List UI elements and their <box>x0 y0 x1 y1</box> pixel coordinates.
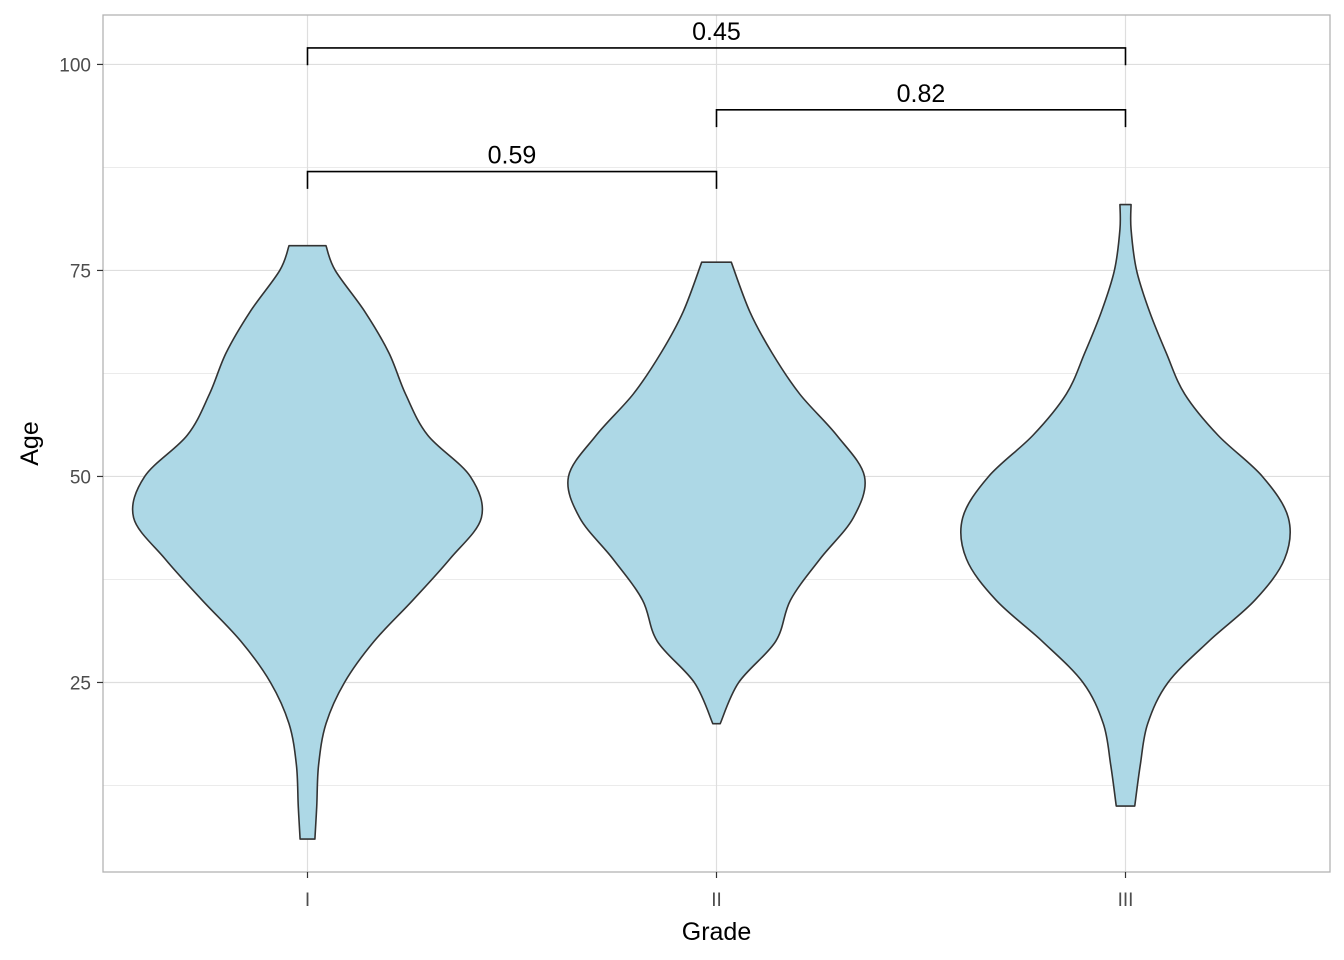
comparison-I-III: 0.45 <box>306 18 1127 66</box>
p-value-label: 0.45 <box>692 18 741 46</box>
violin-II <box>567 261 866 725</box>
bracket-line <box>306 47 1127 66</box>
x-axis-title: Grade <box>682 918 751 946</box>
y-tick-label: 100 <box>59 55 91 76</box>
x-tick-label: I <box>305 890 310 911</box>
bracket-line <box>715 108 1127 128</box>
y-tick-label: 50 <box>70 467 91 488</box>
p-value-label: 0.59 <box>488 142 537 170</box>
violin-I <box>131 244 484 840</box>
y-tick-label: 75 <box>70 261 91 282</box>
comparison-brackets: 0.59 0.82 0.45 <box>306 18 1127 189</box>
comparison-I-II: 0.59 <box>306 142 718 189</box>
x-axis-ticks: I II III <box>305 872 1134 911</box>
p-value-label: 0.82 <box>897 80 946 108</box>
comparison-II-III: 0.82 <box>715 80 1127 128</box>
x-tick-label: II <box>711 890 722 911</box>
x-tick-label: III <box>1118 890 1134 911</box>
y-tick-label: 25 <box>70 673 91 694</box>
y-axis-title: Age <box>16 421 44 465</box>
violins <box>131 203 1292 840</box>
y-axis-ticks: 25 50 75 100 <box>59 55 103 694</box>
bracket-line <box>306 170 718 189</box>
violin-III <box>959 203 1292 807</box>
